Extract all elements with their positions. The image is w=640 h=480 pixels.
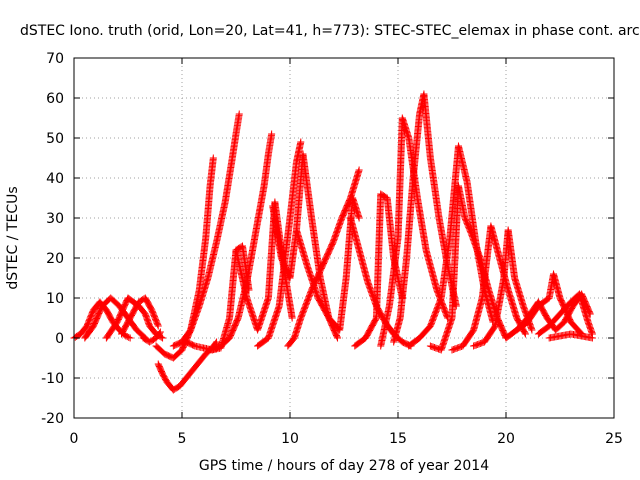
data-point-marker	[213, 338, 221, 346]
data-point-marker	[123, 333, 131, 341]
data-point-marker	[159, 334, 167, 342]
y-tick-label: 50	[46, 131, 64, 147]
data-point-marker	[334, 334, 342, 342]
x-tick-label: 20	[497, 431, 515, 447]
series-7	[152, 154, 217, 362]
y-tick-label: 0	[55, 331, 64, 347]
x-tick-label: 15	[389, 431, 407, 447]
y-axis: -20 -10 0 10 20 30 40 50 60 70	[41, 51, 614, 427]
data-point-marker	[154, 321, 162, 329]
y-tick-label: 30	[46, 211, 64, 227]
x-tick-label: 10	[281, 431, 299, 447]
data-point-marker	[209, 154, 217, 162]
data-point-marker	[333, 333, 341, 341]
data-marks	[70, 90, 596, 394]
y-tick-label: 70	[46, 51, 64, 67]
series-6	[154, 338, 221, 394]
x-tick-label: 25	[605, 431, 623, 447]
y-tick-label: 20	[46, 251, 64, 267]
x-axis-label: GPS time / hours of day 278 of year 2014	[199, 458, 489, 474]
data-point-marker	[355, 166, 363, 174]
data-point-marker	[156, 328, 164, 336]
data-point-marker	[125, 333, 133, 341]
y-tick-label: 10	[46, 291, 64, 307]
data-point-marker	[288, 314, 296, 322]
x-tick-label: 0	[70, 431, 79, 447]
y-tick-label: 40	[46, 171, 64, 187]
chart-title: dSTEC Iono. truth (orid, Lon=20, Lat=41,…	[20, 23, 640, 39]
y-tick-label: -10	[41, 371, 64, 387]
data-point-marker	[126, 334, 134, 342]
series-12	[254, 138, 305, 350]
y-tick-label: -20	[41, 411, 64, 427]
series-11	[232, 198, 296, 334]
series-10	[200, 130, 276, 354]
data-point-marker	[235, 110, 243, 118]
y-tick-label: 60	[46, 91, 64, 107]
data-point-marker	[297, 138, 305, 146]
y-axis-label: dSTEC / TECUs	[5, 186, 21, 289]
series-5	[139, 328, 164, 346]
data-point-marker	[154, 322, 162, 330]
series-4	[118, 294, 162, 338]
data-point-marker	[122, 332, 130, 340]
series-8	[169, 110, 243, 350]
x-tick-label: 5	[178, 431, 187, 447]
data-point-marker	[268, 130, 276, 138]
series-27	[545, 330, 596, 342]
data-point-marker	[156, 329, 164, 337]
